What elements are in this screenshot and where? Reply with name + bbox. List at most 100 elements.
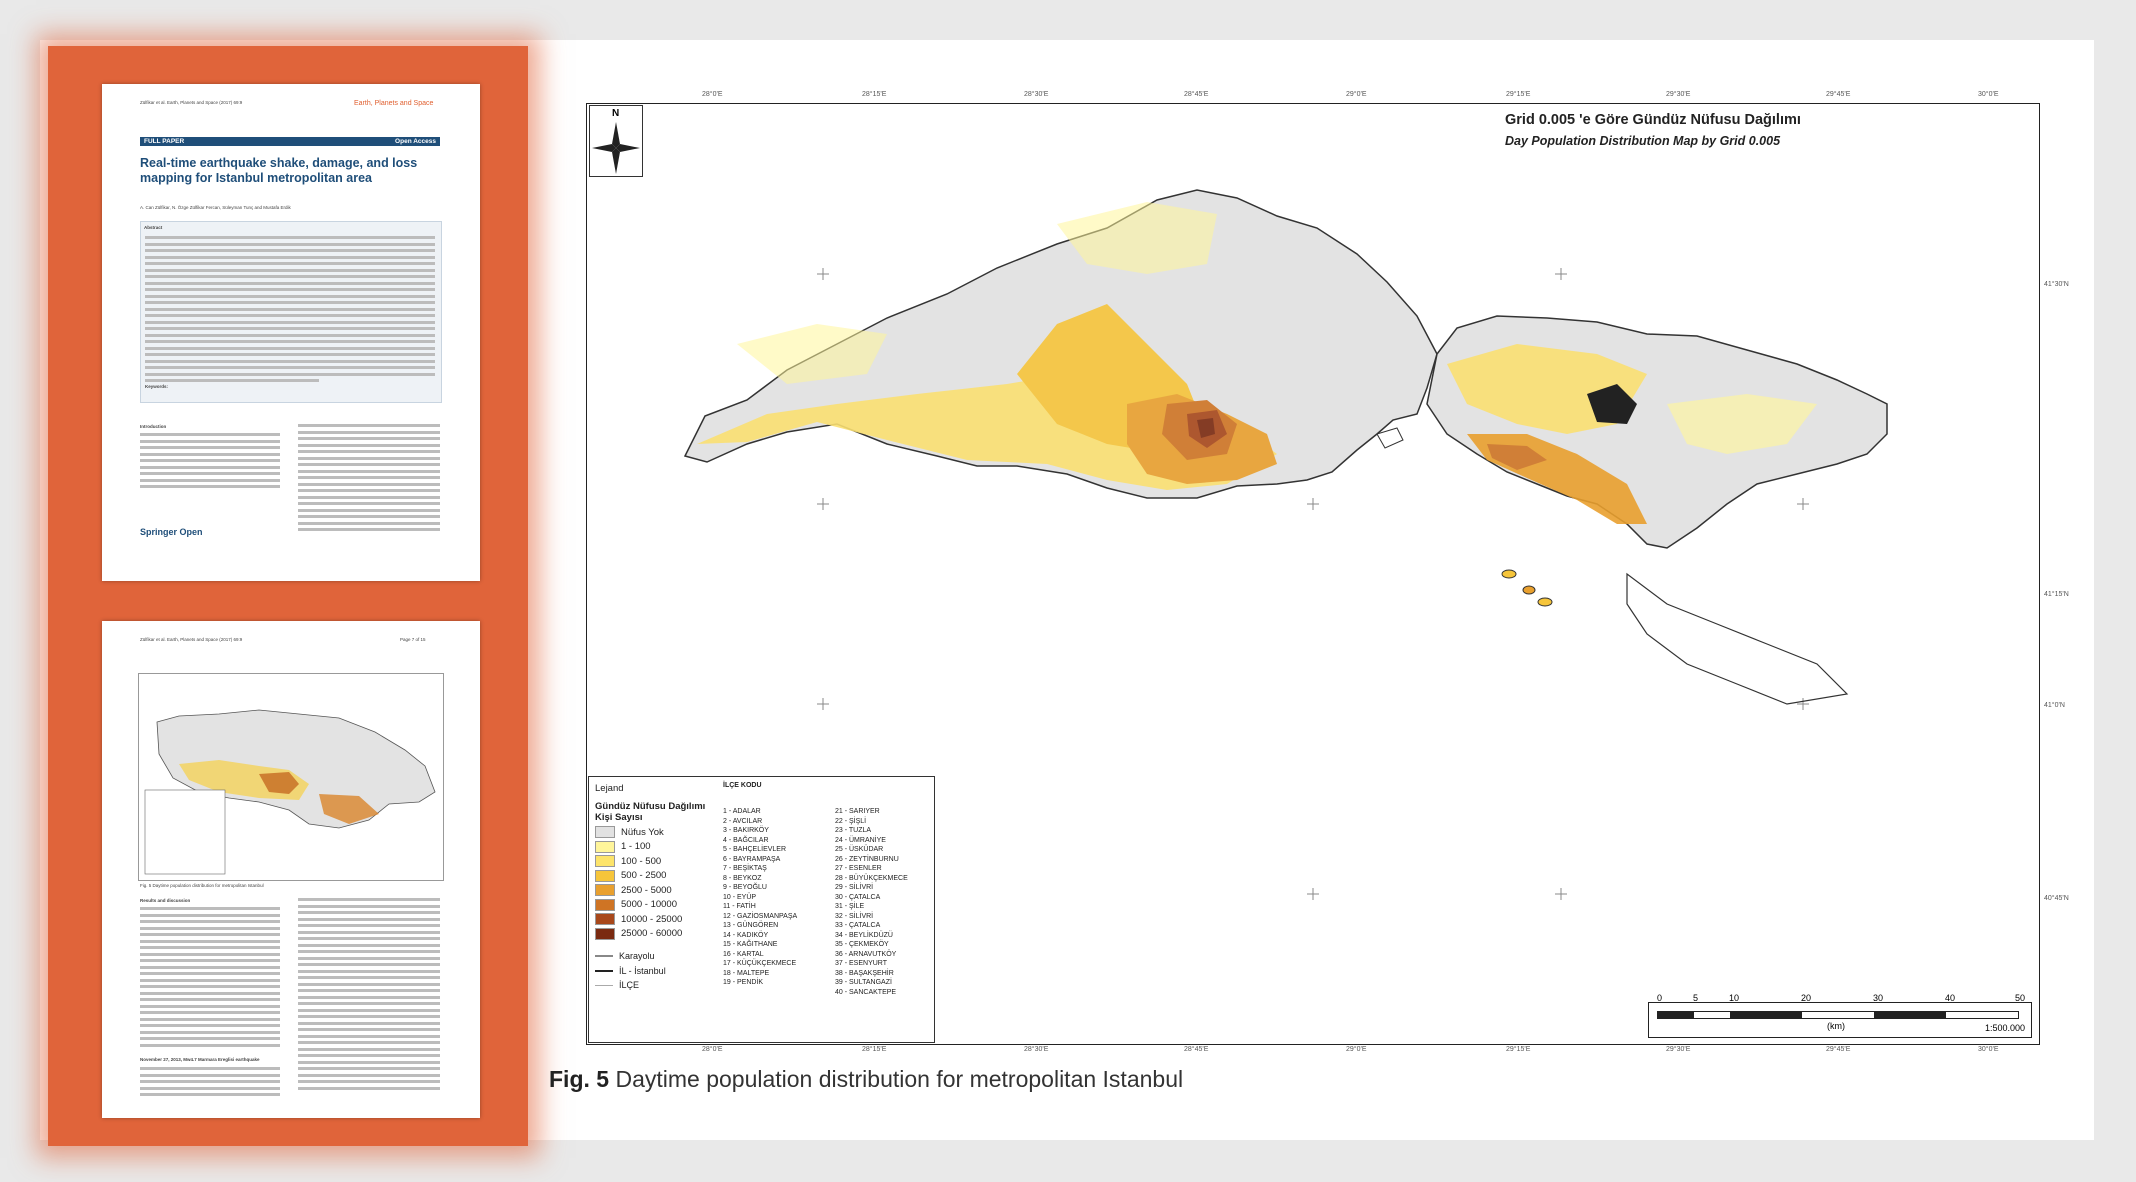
ilce-item: 13 - GÜNGÖREN [723, 922, 779, 929]
publisher-logo: Earth, Planets and Space [354, 100, 434, 107]
ilce-item: 30 - ÇATALCA [835, 893, 881, 901]
legend-classes: Nüfus Yok 1 - 100 100 - 500 500 - 2500 2500 … [595, 825, 723, 941]
ilce-item: 14 - KADIKÖY [723, 931, 769, 939]
ilce-item: 24 - ÜMRANİYE [835, 836, 886, 844]
legend-swatch [595, 913, 615, 926]
legend-class-5: 5000 - 10000 [595, 898, 723, 913]
authors: A. Can Zülfikar, N. Özge Zülfikar Fercan… [140, 205, 291, 210]
compass-icon [592, 122, 640, 174]
legend-line-ilce: İLÇE [619, 980, 640, 991]
ilce-item: 27 - ESENLER [835, 865, 882, 872]
legend-class-label: Nüfus Yok [621, 826, 664, 838]
nov-text [140, 1067, 280, 1100]
ilce-column-2: 21 - SARIYER 22 - ŞİŞLİ 23 - TUZLA 24 - ÜMR… [835, 807, 908, 997]
ilce-item: 22 - ŞİŞLİ [835, 817, 867, 825]
scale-bar-graphic [1657, 1011, 2019, 1019]
legend-line-il: İL - İstanbul [619, 965, 666, 976]
fig-caption-small: Fig. 5 Daytime population distribution f… [140, 883, 264, 888]
ilce-item: 17 - KÜÇÜKÇEKMECE [723, 960, 797, 967]
full-paper-label: FULL PAPER [144, 138, 185, 145]
page-number: Page 7 of 15 [400, 637, 426, 642]
ilce-item: 6 - BAYRAMPAŞA [723, 855, 781, 863]
scale-tick-label: 0 [1657, 993, 1663, 1003]
ilce-item: 39 - SULTANGAZİ [835, 979, 892, 986]
ilce-item: 21 - SARIYER [835, 808, 880, 815]
ilce-item: 33 - ÇATALCA [835, 922, 881, 929]
scale-tick-label: 40 [1945, 993, 1956, 1003]
latitude-tick: 40°45'N [2044, 895, 2069, 902]
longitude-tick: 29°15'E [1506, 1046, 1531, 1053]
map-legend: Lejand Gündüz Nüfusu Dağılımı Kişi Sayıs… [588, 776, 935, 1043]
scale-ratio: 1:500.000 [1984, 1023, 2025, 1033]
ilce-column-1: 1 - ADALAR 2 - AVCILAR 3 - BAKIRKÖY 4 - BAĞ… [723, 807, 797, 988]
legend-swatch [595, 927, 615, 940]
ilce-item: 3 - BAKIRKÖY [723, 827, 769, 834]
ilce-item: 36 - ARNAVUTKÖY [835, 950, 897, 958]
journal-ref-2: Zülfikar et al. Earth, Planets and Space… [140, 637, 243, 642]
legend-class-label: 10000 - 25000 [621, 913, 683, 925]
ilce-item: 31 - ŞİLE [835, 903, 865, 910]
ilce-item: 32 - SİLİVRİ [835, 912, 874, 920]
open-access-label: Open Access [395, 138, 436, 145]
figure-thumbnail [138, 673, 444, 881]
legend-class-2: 100 - 500 [595, 854, 723, 869]
longitude-tick: 30°0'E [1978, 1046, 1999, 1053]
ilce-item: 1 - ADALAR [723, 808, 761, 815]
results-heading: Results and discussion [140, 898, 191, 903]
legend-class-1: 1 - 100 [595, 840, 723, 855]
legend-class-label: 1 - 100 [621, 841, 651, 853]
intro-heading: Introduction [140, 424, 167, 429]
legend-swatch [595, 840, 615, 853]
ilce-item: 18 - MALTEPE [723, 969, 770, 977]
legend-class-label: 25000 - 60000 [621, 928, 683, 940]
map-title: Grid 0.005 'e Göre Gündüz Nüfusu Dağılım… [1505, 112, 1801, 128]
scale-tick-label: 20 [1801, 993, 1812, 1003]
longitude-tick: 29°15'E [1506, 91, 1531, 98]
results-column-1 [140, 907, 280, 1050]
ilce-item: 26 - ZEYTİNBURNU [835, 855, 899, 863]
abstract-box: Abstract Keywords: [140, 221, 442, 403]
latitude-tick: 41°15'N [2044, 591, 2069, 598]
results-column-2 [298, 898, 440, 1093]
scale-tick-label: 30 [1873, 993, 1884, 1003]
legend-class-label: 2500 - 5000 [621, 884, 672, 896]
journal-ref: Zülfikar et al. Earth, Planets and Space… [140, 100, 243, 105]
ilce-item: 15 - KAĞITHANE [723, 941, 778, 948]
latitude-tick: 41°0'N [2044, 702, 2065, 709]
ilce-item: 5 - BAHÇELİEVLER [723, 846, 787, 853]
legend-count-heading: Kişi Sayısı [595, 812, 643, 823]
ilce-item: 29 - SİLİVRİ [835, 884, 874, 891]
springer-logo: Springer Open [140, 527, 203, 537]
ilce-item: 8 - BEYKOZ [723, 874, 762, 882]
ilce-item: 7 - BEŞİKTAŞ [723, 865, 767, 872]
paper-title: Real-time earthquake shake, damage, and … [140, 156, 418, 185]
legend-class-6: 10000 - 25000 [595, 912, 723, 927]
longitude-tick: 28°45'E [1184, 1046, 1209, 1053]
longitude-tick: 28°45'E [1184, 91, 1209, 98]
paper-page-2-thumbnail[interactable]: Zülfikar et al. Earth, Planets and Space… [102, 621, 480, 1118]
ilce-item: 10 - EYÜP [723, 893, 757, 901]
ilce-item: 2 - AVCILAR [723, 817, 763, 825]
legend-title: Lejand [595, 783, 624, 794]
longitude-tick: 29°30'E [1666, 91, 1691, 98]
ilce-item: 35 - ÇEKMEKÖY [835, 941, 889, 948]
scale-ticks: 0 5 10 20 30 40 50 [1649, 993, 2031, 1003]
legend-pop-heading: Gündüz Nüfusu Dağılımı [595, 801, 706, 812]
longitude-tick: 28°15'E [862, 91, 887, 98]
ilce-item: 40 - SANCAKTEPE [835, 988, 897, 996]
ilce-item: 19 - PENDİK [723, 979, 764, 986]
intro-column-2 [298, 424, 440, 535]
legend-swatch [595, 884, 615, 897]
legend-class-4: 2500 - 5000 [595, 883, 723, 898]
nov-heading: November 27, 2013, Mw4.7 Marmara Ereglis… [140, 1057, 260, 1062]
paper-page-1-thumbnail[interactable]: Zülfikar et al. Earth, Planets and Space… [102, 84, 480, 581]
full-paper-bar: FULL PAPER Open Access [140, 137, 440, 146]
longitude-tick: 28°0'E [702, 91, 723, 98]
legend-class-label: 100 - 500 [621, 855, 662, 867]
ilce-item: 23 - TUZLA [835, 827, 872, 834]
ilce-item: 37 - ESENYURT [835, 960, 887, 967]
legend-class-0: Nüfus Yok [595, 825, 723, 840]
scale-tick-label: 50 [2015, 993, 2026, 1003]
map-subtitle: Day Population Distribution Map by Grid … [1505, 134, 1781, 148]
abstract-heading: Abstract [144, 225, 163, 230]
